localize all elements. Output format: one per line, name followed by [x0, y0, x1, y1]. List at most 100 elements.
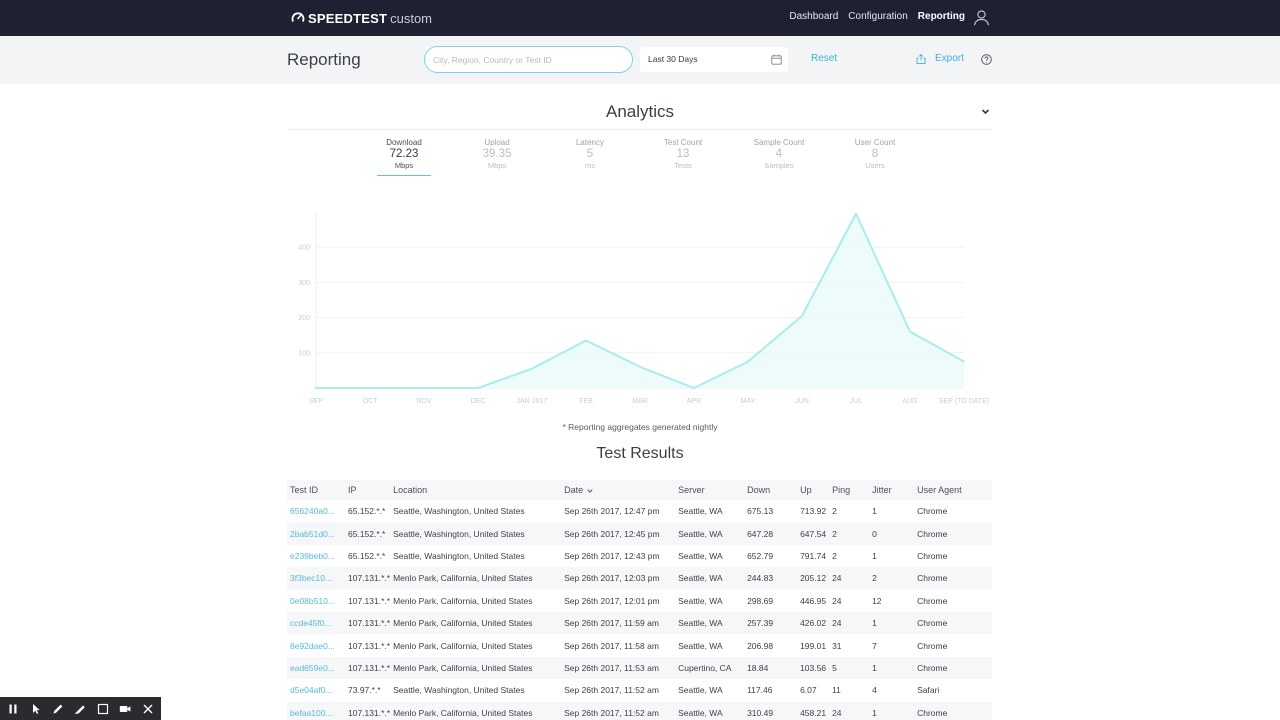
- col-test-id[interactable]: Test ID: [287, 480, 345, 500]
- export-icon: [916, 53, 926, 64]
- analytics-divider: [288, 129, 992, 130]
- cell-ping: 24: [832, 595, 842, 606]
- cell-user-agent: Chrome: [914, 701, 992, 720]
- pointer-icon[interactable]: [30, 703, 42, 715]
- nav-reporting[interactable]: Reporting: [917, 11, 965, 22]
- cell-test-id[interactable]: d5e04af0...: [290, 685, 333, 696]
- pause-icon[interactable]: [7, 703, 19, 715]
- metric-latency[interactable]: Latency 5 ms: [543, 138, 637, 170]
- search-input[interactable]: [424, 46, 633, 73]
- table-row[interactable]: befaa100... 107.131.*.* Menlo Park, Califo…: [287, 701, 992, 720]
- chevron-down-icon[interactable]: [980, 106, 991, 117]
- data-point: [801, 314, 803, 317]
- cell-test-id[interactable]: 2bab51d0...: [287, 522, 345, 545]
- metric-user-count[interactable]: User Count 8 Users: [828, 138, 922, 170]
- camera-icon[interactable]: [119, 703, 131, 715]
- col-user-agent[interactable]: User Agent: [914, 480, 992, 500]
- cell-date: Sep 26th 2017, 12:45 pm: [561, 522, 676, 545]
- cell-test-id[interactable]: 3f3bec10...: [287, 567, 345, 590]
- metric-label: Latency: [575, 138, 605, 147]
- brand-logo[interactable]: SPEEDTEST custom: [291, 9, 432, 27]
- cell-up: 791.74: [800, 550, 827, 561]
- metric-upload[interactable]: Upload 39.35 Mbps: [450, 138, 544, 170]
- cell-test-id[interactable]: 8e92dae0...: [290, 640, 335, 651]
- cell-down: 298.69: [747, 595, 774, 606]
- date-range-picker[interactable]: Last 30 Days: [640, 47, 788, 72]
- cell-test-id[interactable]: ccde45f0...: [287, 611, 345, 635]
- top-navbar: SPEEDTEST custom Dashboard Configuration…: [0, 0, 1280, 36]
- metric-unit: Samples: [764, 161, 794, 170]
- cell-user-agent: Chrome: [917, 550, 948, 561]
- pen-icon[interactable]: [52, 703, 64, 715]
- col-ping[interactable]: Ping: [829, 480, 870, 500]
- export-button[interactable]: Export: [916, 53, 964, 64]
- cell-test-id[interactable]: ead659e0...: [287, 656, 345, 680]
- cell-date: Sep 26th 2017, 11:52 am: [564, 685, 659, 696]
- brand-name: SPEEDTEST: [308, 10, 388, 26]
- table-row[interactable]: d5e04af0... 73.97.*.* Seattle, Washington,…: [287, 679, 992, 701]
- col-date[interactable]: Date: [561, 480, 676, 500]
- user-icon[interactable]: [973, 9, 990, 26]
- metric-label: Download: [386, 138, 422, 147]
- help-icon[interactable]: [981, 54, 992, 65]
- col-location[interactable]: Location: [390, 480, 562, 500]
- x-tick-label: APR: [687, 398, 701, 405]
- cell-date: Sep 26th 2017, 11:59 am: [561, 611, 676, 635]
- table-header-row: Test ID IP Location Date Server Down Up …: [287, 480, 992, 500]
- metric-sample-count[interactable]: Sample Count 4 Samples: [732, 138, 826, 170]
- rectangle-icon[interactable]: [97, 703, 109, 715]
- table-row[interactable]: 8e92dae0... 107.131.*.* Menlo Park, Califo…: [287, 634, 992, 656]
- data-point: [693, 387, 695, 389]
- data-point: [639, 365, 641, 368]
- x-tick-label: JUN: [795, 398, 809, 405]
- cell-location: Menlo Park, California, United States: [390, 611, 562, 635]
- metric-value: 4: [775, 148, 783, 160]
- col-down[interactable]: Down: [744, 480, 798, 500]
- table-row[interactable]: 0e08b510... 107.131.*.* Menlo Park, Califo…: [287, 590, 992, 612]
- metric-value: 13: [676, 148, 690, 160]
- highlighter-icon[interactable]: [74, 703, 86, 715]
- col-up[interactable]: Up: [797, 480, 830, 500]
- table-row[interactable]: 3f3bec10... 107.131.*.* Menlo Park, Califo…: [287, 567, 992, 590]
- cell-test-id[interactable]: 0e08b510...: [290, 595, 335, 606]
- cell-test-id[interactable]: e239beb0...: [290, 550, 335, 561]
- cell-server: Seattle, WA: [678, 550, 723, 561]
- table-row[interactable]: 2bab51d0... 65.152.*.* Seattle, Washington…: [287, 522, 992, 545]
- x-tick-label: MAR: [632, 398, 648, 405]
- cell-server: Seattle, WA: [675, 567, 745, 590]
- speedometer-icon: [291, 12, 305, 22]
- table-row[interactable]: ccde45f0... 107.131.*.* Menlo Park, Califo…: [287, 611, 992, 635]
- nav-dashboard[interactable]: Dashboard: [789, 11, 839, 22]
- cell-location: Seattle, Washington, United States: [393, 506, 525, 517]
- table-row[interactable]: 656240a0... 65.152.*.* Seattle, Washington…: [287, 500, 992, 522]
- nav-configuration[interactable]: Configuration: [848, 11, 908, 22]
- cell-server: Cupertino, CA: [675, 656, 745, 680]
- cell-down: 310.49: [744, 701, 798, 720]
- cell-jitter: 1: [872, 550, 877, 561]
- cell-down: 652.79: [747, 550, 774, 561]
- cell-user-agent: Chrome: [914, 611, 992, 635]
- cell-server: Seattle, WA: [675, 611, 745, 635]
- cell-server: Seattle, WA: [678, 640, 723, 651]
- col-date-label: Date: [564, 485, 584, 495]
- cell-server: Seattle, WA: [678, 685, 723, 696]
- cell-ip: 107.131.*.*: [345, 701, 391, 720]
- metric-unit: Mbps: [487, 161, 507, 170]
- cell-location: Menlo Park, California, United States: [393, 595, 533, 606]
- cell-ping: 5: [829, 656, 870, 680]
- table-row[interactable]: ead659e0... 107.131.*.* Menlo Park, Califo…: [287, 656, 992, 680]
- cell-user-agent: Chrome: [917, 595, 948, 606]
- metric-test-count[interactable]: Test Count 13 Tests: [636, 138, 730, 170]
- col-ip[interactable]: IP: [345, 480, 391, 500]
- cell-test-id[interactable]: 656240a0...: [290, 506, 335, 517]
- reset-button[interactable]: Reset: [811, 53, 838, 64]
- close-icon[interactable]: [142, 703, 154, 715]
- data-point: [369, 387, 371, 389]
- cell-date: Sep 26th 2017, 12:03 pm: [561, 567, 676, 590]
- table-row[interactable]: e239beb0... 65.152.*.* Seattle, Washington…: [287, 545, 992, 567]
- metric-download[interactable]: Download 72.23 Mbps: [357, 138, 451, 176]
- cell-location: Seattle, Washington, United States: [390, 522, 562, 545]
- col-jitter[interactable]: Jitter: [869, 480, 915, 500]
- cell-test-id[interactable]: befaa100...: [287, 701, 345, 720]
- col-server[interactable]: Server: [675, 480, 745, 500]
